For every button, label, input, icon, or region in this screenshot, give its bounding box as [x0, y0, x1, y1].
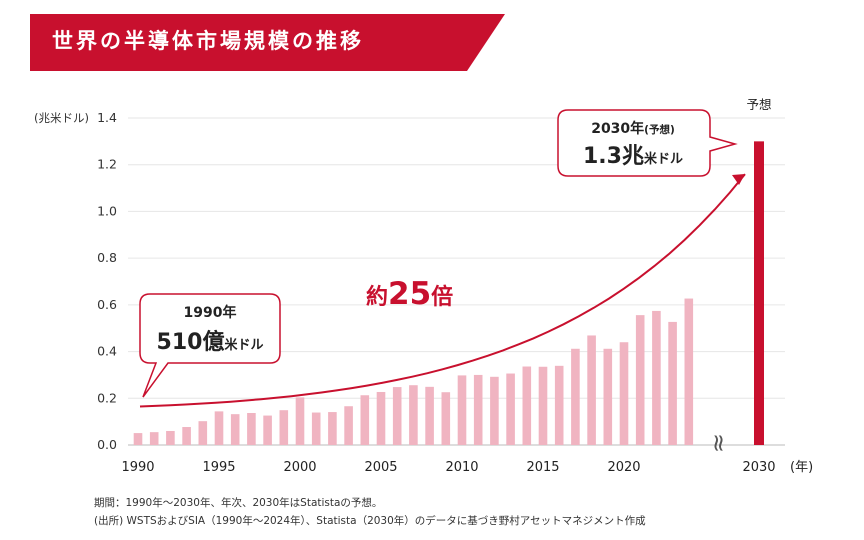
- x-tick-label: 2020: [607, 460, 640, 475]
- bar: [554, 365, 564, 445]
- bar: [311, 412, 321, 445]
- bar: [441, 392, 451, 445]
- bar: [684, 298, 694, 445]
- y-axis-label: (兆米ドル): [34, 111, 89, 125]
- y-tick-label: 0.6: [97, 297, 117, 312]
- growth-arrowhead-icon: [732, 174, 745, 186]
- bar: [149, 432, 159, 445]
- bar: [133, 433, 143, 445]
- bar: [392, 387, 402, 445]
- bar: [360, 395, 370, 445]
- x-tick-label-forecast: 2030: [742, 460, 775, 475]
- x-tick-label: 2010: [445, 460, 478, 475]
- y-tick-label: 0.0: [97, 437, 117, 452]
- bar: [198, 421, 208, 445]
- bar: [635, 315, 645, 445]
- growth-curve: [139, 173, 746, 408]
- chart-title: 世界の半導体市場規模の推移: [52, 29, 364, 53]
- bar: [166, 430, 175, 445]
- start-callout-box: [139, 293, 281, 398]
- bar: [571, 348, 580, 445]
- end-callout-year: 2030年(予想): [591, 120, 675, 137]
- bar: [230, 414, 240, 445]
- bar: [538, 366, 548, 445]
- growth-label: 約25倍: [366, 276, 453, 312]
- bar: [457, 375, 467, 445]
- forecast-bar: [754, 141, 764, 445]
- bar: [619, 342, 629, 445]
- bar: [603, 348, 613, 445]
- bar: [652, 310, 661, 445]
- bar: [506, 373, 515, 445]
- bar: [263, 415, 272, 445]
- y-tick-label: 1.4: [97, 110, 117, 125]
- x-tick-label: 2015: [526, 460, 559, 475]
- bar: [344, 406, 353, 445]
- end-callout-value: 1.3兆米ドル: [583, 144, 683, 169]
- footnote-source: (出所) WSTSおよびSIA（1990年～2024年）、Statista（20…: [94, 515, 646, 527]
- bar: [295, 397, 305, 445]
- bar: [668, 321, 677, 445]
- bar: [587, 335, 596, 445]
- x-tick-label: 1990: [121, 460, 154, 475]
- bar: [376, 391, 386, 445]
- footnote-period: 期間：1990年～2030年、年次、2030年はStatistaの予想。: [94, 497, 383, 509]
- y-tick-label: 1.2: [97, 157, 117, 172]
- y-tick-label: 1.0: [97, 203, 117, 218]
- bar: [328, 412, 337, 445]
- bar: [490, 376, 499, 445]
- bar: [473, 374, 483, 445]
- bar: [182, 427, 191, 445]
- y-tick-label: 0.4: [97, 344, 117, 359]
- x-tick-label: 1995: [202, 460, 235, 475]
- start-callout-year: 1990年: [184, 304, 237, 321]
- bar: [247, 413, 256, 445]
- bar: [279, 410, 289, 445]
- bar: [214, 411, 224, 445]
- axis-break-icon: ≈: [705, 433, 733, 453]
- y-tick-label: 0.2: [97, 390, 117, 405]
- y-tick-label: 0.8: [97, 250, 117, 265]
- forecast-label: 予想: [746, 97, 771, 112]
- bar: [425, 386, 434, 445]
- end-callout-box: [557, 109, 738, 177]
- title-banner: [30, 14, 505, 71]
- bar: [522, 366, 532, 445]
- x-tick-label: 2005: [364, 460, 397, 475]
- bar: [409, 385, 418, 445]
- x-tick-label: 2000: [283, 460, 316, 475]
- start-callout-value: 510億米ドル: [157, 329, 264, 355]
- x-axis-label: (年): [790, 460, 813, 475]
